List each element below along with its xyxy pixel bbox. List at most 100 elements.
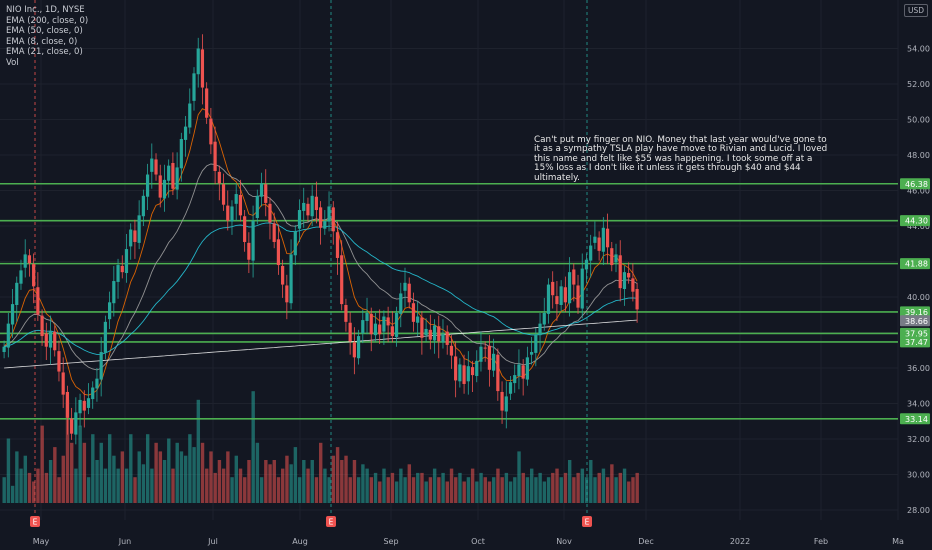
time-axis[interactable]: May Jun Jul Aug Sep Oct Nov Dec 2022 Feb Ma: [33, 537, 904, 546]
volume-bar: [44, 472, 49, 503]
legend-ema-21[interactable]: EMA (21, close, 0): [6, 47, 83, 58]
volume-bar: [373, 472, 378, 503]
volume-bar: [323, 468, 327, 503]
candle-body: [285, 285, 289, 303]
volume-bar: [6, 438, 11, 503]
candle-body: [255, 195, 259, 219]
volume-bar: [475, 481, 479, 503]
candle-body: [382, 316, 386, 332]
volume-bar: [352, 460, 357, 503]
volume-bar: [150, 468, 154, 503]
candle-body: [124, 249, 129, 274]
candles: [2, 34, 639, 445]
candle-body: [378, 324, 382, 335]
volume-bar: [546, 477, 551, 503]
candle-body: [331, 207, 335, 232]
candle-body: [2, 346, 6, 353]
price-tick-label: 30.00: [907, 471, 930, 480]
volume-bar: [74, 468, 78, 503]
volume-bar: [293, 447, 298, 503]
candle-body: [390, 326, 394, 337]
horizontal-levels[interactable]: [0, 182, 898, 420]
candle-body: [394, 312, 399, 337]
volume-bar: [162, 460, 167, 503]
candle-body: [530, 352, 534, 355]
time-tick-label: Jun: [118, 537, 132, 546]
candle-body: [289, 254, 293, 304]
candle-body: [171, 162, 175, 189]
price-axis[interactable]: 28.0030.0032.0034.0036.0038.0040.0042.00…: [900, 45, 930, 516]
candle-body: [179, 139, 183, 169]
volume-bar: [255, 442, 260, 503]
volume-bar: [466, 477, 471, 503]
volume-bar: [563, 472, 568, 503]
price-tick-label: 52.00: [907, 80, 930, 89]
candle-body: [314, 196, 318, 211]
candle-body: [492, 353, 496, 371]
volume-bar: [432, 468, 437, 503]
candle-body: [576, 285, 580, 308]
time-tick-label: Sep: [383, 537, 398, 546]
candle-body: [441, 334, 445, 343]
candle-body: [411, 303, 416, 322]
level-price-tag: [900, 413, 930, 425]
candle-body: [86, 398, 91, 408]
candle-body: [82, 400, 86, 411]
candle-body: [297, 210, 302, 229]
earnings-marker: [582, 516, 592, 527]
volume-bar: [251, 391, 255, 503]
volume-bar: [15, 451, 19, 503]
candle-body: [361, 320, 365, 334]
volume-bar: [167, 438, 171, 503]
price-tick-label: 34.00: [907, 400, 930, 409]
time-tick-label: Dec: [638, 537, 653, 546]
current-price-tag: [900, 315, 930, 327]
volume-bar: [399, 468, 403, 503]
volume-bar: [610, 464, 614, 503]
chart-title[interactable]: NIO Inc., 1D, NYSE: [6, 5, 85, 15]
candle-body: [91, 387, 95, 400]
candle-body: [53, 331, 57, 351]
volume-bar: [40, 425, 44, 503]
volume-bar: [2, 477, 6, 503]
volume-bar: [95, 460, 99, 503]
price-tick-label: 28.00: [907, 506, 930, 515]
volume-bar: [154, 442, 158, 503]
volume-bar: [504, 472, 509, 503]
candle-body: [213, 141, 217, 171]
volume-bar: [542, 481, 547, 503]
time-tick-label: Feb: [814, 537, 828, 546]
legend-volume[interactable]: Vol: [6, 57, 19, 68]
legend-ema-200[interactable]: EMA (200, close, 0): [6, 15, 89, 26]
candle-body: [610, 248, 614, 266]
level-price-label: 37.95: [905, 329, 928, 338]
candle-body: [525, 357, 529, 380]
volume-bar: [513, 477, 517, 503]
candle-body: [500, 391, 504, 411]
volume-bar: [124, 468, 129, 503]
candle-body: [605, 228, 610, 248]
earnings-marker: [30, 516, 40, 527]
legend-ema-8[interactable]: EMA (8, close, 0): [6, 36, 78, 47]
legend-ema-50[interactable]: EMA (50, close, 0): [6, 26, 83, 37]
level-price-tag: [900, 336, 930, 348]
candle-body: [196, 48, 200, 75]
currency-badge[interactable]: USD: [904, 4, 929, 17]
volume-bar: [82, 442, 87, 503]
candle-body: [365, 312, 369, 321]
volume-bar: [601, 468, 606, 503]
candle-body: [593, 236, 597, 243]
volume-bar: [27, 472, 32, 503]
candle-body: [10, 304, 15, 325]
volume-bar: [567, 460, 572, 503]
candle-body: [420, 317, 424, 338]
candle-body: [120, 265, 124, 273]
candle-body: [74, 412, 78, 435]
volume-bar: [179, 451, 184, 503]
volume-bar: [243, 477, 247, 503]
candle-body: [19, 270, 23, 284]
volume-bar: [78, 425, 82, 503]
candle-body: [335, 232, 340, 258]
